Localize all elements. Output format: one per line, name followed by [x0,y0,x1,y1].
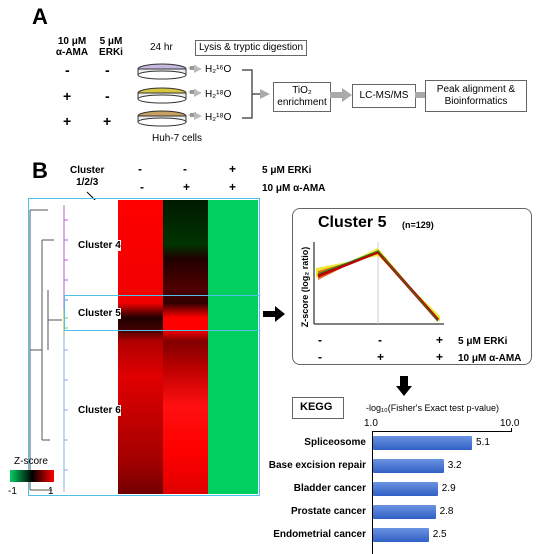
down-arrow-icon [396,376,412,396]
panel-a-letter: A [32,4,48,29]
kegg-category-label: Spliceosome [304,437,366,448]
kegg-bar-value: 2.9 [441,483,456,494]
cluster5-profile-plot [313,242,444,325]
kegg-bar-value: 2.8 [439,506,454,517]
cluster5-title: Cluster 5 [318,214,387,231]
kegg-tick-min: 1.0 [364,418,378,429]
heat-erki-sign-1: - [138,162,142,176]
cluster5-n: (n=129) [402,220,434,230]
kegg-bar-value: 3.2 [447,460,462,471]
dish-diagram [137,63,202,127]
heat-erki-sign-3: + [229,162,237,176]
kegg-axis-line [372,431,512,432]
dendrogram [29,205,68,492]
merge-bracket [242,69,270,119]
row2-ama-sign: + [63,88,72,104]
cluster5-highlight [64,295,260,331]
water-label-3: H₂¹⁸O [205,112,232,123]
water-label-2: H₂¹⁸O [205,89,232,100]
heatmap-col-1 [118,200,163,494]
kegg-baseline [372,431,373,554]
c5-ama-sign-1: - [318,350,322,364]
c5-erki-sign-1: - [318,333,322,347]
heat-erki-sign-2: - [183,162,187,176]
row1-ama-sign: - [65,62,70,78]
heat-ama-sign-1: - [140,180,144,194]
cluster5-ylabel: Z-score (log₂ ratio) [300,246,310,328]
kegg-bar [373,482,438,496]
kegg-bar [373,505,436,519]
kegg-category-label: Prostate cancer [290,506,366,517]
heat-ama-sign-2: + [183,180,191,194]
kegg-axis-title: -log₁₀(Fisher's Exact test p-value) [366,403,500,413]
kegg-bar [373,528,429,542]
c5-erki-label: 5 μM ERKi [458,336,508,347]
c5-erki-sign-2: - [378,333,382,347]
kegg-tick-max: 10.0 [500,418,520,429]
kegg-bar [373,436,473,450]
tio2-box: TiO₂ enrichment [273,82,331,112]
kegg-title-box [292,397,344,419]
arrow-icon [330,88,352,102]
kegg-bar-value: 5.1 [476,437,490,448]
zscore-title: Z-score [14,456,48,467]
row1-erki-sign: - [105,62,110,78]
zscore-max: 1 [48,486,54,497]
c5-ama-sign-3: + [436,350,444,364]
heat-ama-sign-3: + [229,180,237,194]
ama-header: 10 μM α-AMA [55,36,89,58]
kegg-category-label: Base excision repair [268,460,366,471]
c5-ama-sign-2: + [377,350,385,364]
kegg-tick-mark-max [511,428,512,432]
kegg-category-label: Endometrial cancer [273,529,366,540]
erki-header: 5 μM ERKi [99,36,123,58]
heatmap-col-3 [208,200,258,494]
c5-ama-label: 10 μM α-AMA [458,353,522,364]
water-label-1: H₂¹⁶O [205,64,232,75]
time-label: 24 hr [150,42,173,53]
row2-erki-sign: - [105,88,110,104]
peak-box: Peak alignment & Bioinformatics [425,80,527,112]
lysis-box: Lysis & tryptic digestion [195,40,307,56]
row3-erki-sign: + [103,113,112,129]
cluster5-panel [292,208,532,365]
lcms-box: LC-MS/MS [352,84,416,108]
cluster-header: Cluster 1/2/3 [70,165,105,188]
zscore-bar [10,470,54,482]
row3-ama-sign: + [63,113,72,129]
heat-ama-label: 10 μM α-AMA [262,183,326,194]
heatmap-col-2 [163,200,208,494]
heatmap-frame [28,198,260,496]
cluster5-label: Cluster 5 [78,308,121,319]
heat-erki-label: 5 μM ERKi [262,165,312,176]
kegg-bar [373,459,444,473]
zscore-min: -1 [8,486,17,497]
kegg-bar-value: 2.5 [432,529,447,540]
kegg-category-label: Bladder cancer [293,483,366,494]
cluster4-label: Cluster 4 [78,240,121,251]
cluster6-label: Cluster 6 [78,405,121,416]
petri-dish-2 [137,87,187,104]
cells-label: Huh-7 cells [152,133,203,144]
petri-dish-3 [137,110,187,127]
c5-erki-sign-3: + [436,333,444,347]
kegg-title: KEGG [300,401,333,413]
right-arrow-icon [263,306,285,322]
petri-dish-1 [137,63,187,80]
panel-b-letter: B [32,158,48,183]
